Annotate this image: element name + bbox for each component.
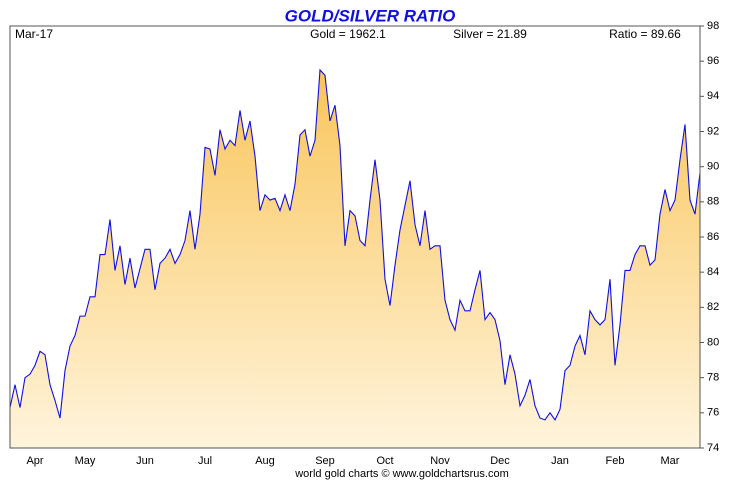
y-tick-label: 82 bbox=[707, 301, 719, 313]
plot bbox=[9, 68, 701, 449]
x-tick-label: Apr bbox=[26, 455, 43, 467]
x-tick-label: Feb bbox=[606, 455, 625, 467]
annotation: Silver = 21.89 bbox=[453, 27, 527, 41]
y-tick-label: 94 bbox=[707, 90, 719, 102]
y-tick-label: 80 bbox=[707, 336, 719, 348]
y-tick-label: 84 bbox=[707, 266, 719, 278]
area-fill bbox=[10, 69, 700, 449]
x-tick-label: Dec bbox=[490, 455, 510, 467]
x-tick-label: Oct bbox=[376, 455, 393, 467]
y-tick-label: 88 bbox=[707, 196, 719, 208]
y-tick-label: 78 bbox=[707, 372, 719, 384]
annotation: Ratio = 89.66 bbox=[609, 27, 681, 41]
annotation: Gold = 1962.1 bbox=[310, 27, 386, 41]
x-tick-label: Aug bbox=[255, 455, 275, 467]
chart-title: GOLD/SILVER RATIO bbox=[285, 6, 456, 25]
date-label: Mar-17 bbox=[15, 27, 53, 41]
x-tick-label: Jul bbox=[198, 455, 212, 467]
source: world gold charts © www.goldchartsrus.co… bbox=[294, 468, 509, 480]
x-tick-label: Sep bbox=[315, 455, 335, 467]
line bbox=[9, 68, 701, 421]
x-tick-label: Jan bbox=[551, 455, 569, 467]
y-tick-label: 90 bbox=[707, 161, 719, 173]
y-tick-label: 98 bbox=[707, 20, 719, 32]
x-tick-label: Mar bbox=[661, 455, 680, 467]
x-tick-label: Jun bbox=[136, 455, 154, 467]
x-tick-label: Nov bbox=[430, 455, 450, 467]
y-tick-label: 76 bbox=[707, 407, 719, 419]
x-tick-label: May bbox=[75, 455, 96, 467]
y-tick-label: 96 bbox=[707, 55, 719, 67]
y-tick-label: 86 bbox=[707, 231, 719, 243]
y-tick-label: 74 bbox=[707, 442, 719, 454]
y-tick-label: 92 bbox=[707, 125, 719, 137]
